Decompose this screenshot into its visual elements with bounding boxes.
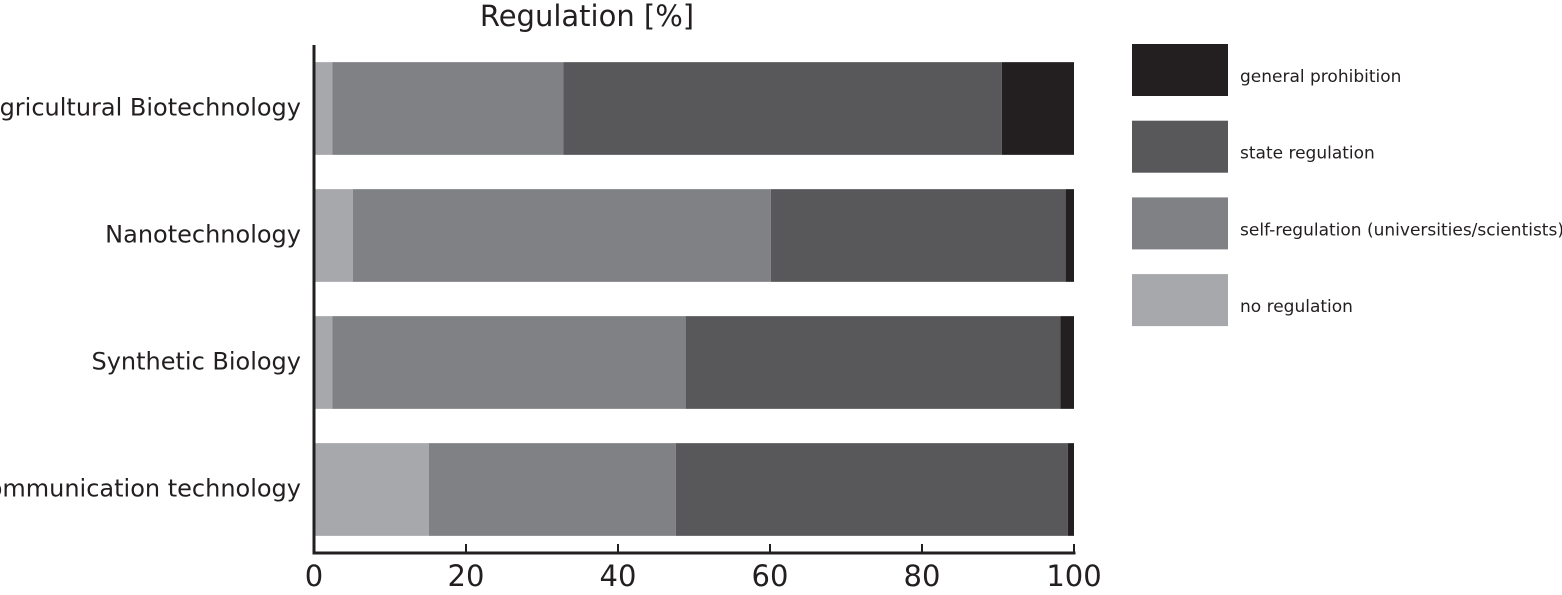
x-tick-label: 40	[600, 559, 637, 593]
bar-segment	[352, 189, 771, 282]
bar-segment	[314, 443, 429, 536]
bar-segment	[1001, 62, 1074, 155]
x-tick-label: 80	[904, 559, 941, 593]
bar-segment	[314, 316, 333, 409]
bar-segment	[770, 189, 1066, 282]
legend-swatch	[1132, 197, 1228, 250]
y-tick-label: Nanotechnology	[105, 221, 301, 249]
bar-segment	[428, 443, 676, 536]
bar-segment	[675, 443, 1068, 536]
x-tick-label: 0	[305, 559, 323, 593]
legend-label: state regulation	[1240, 144, 1375, 164]
bar-segment	[685, 316, 1061, 409]
bar-segment	[332, 62, 564, 155]
y-tick-label: Communication technology	[0, 475, 301, 503]
bar-segment	[1060, 316, 1074, 409]
legend-swatch	[1132, 44, 1228, 96]
legend-label: general prohibition	[1240, 67, 1401, 87]
x-tick-label: 60	[752, 559, 789, 593]
bar-segment	[314, 189, 353, 282]
y-tick-label: Synthetic Biology	[91, 348, 301, 376]
bar-segment	[563, 62, 1002, 155]
bar-segment	[1065, 189, 1074, 282]
chart-title: Regulation [%]	[480, 0, 694, 33]
bar-segment	[1067, 443, 1074, 536]
x-tick-label: 20	[448, 559, 485, 593]
legend-swatch	[1132, 274, 1228, 327]
legend-label: self-regulation (universities/scientists…	[1240, 220, 1562, 240]
legend-label: no regulation	[1240, 297, 1353, 317]
bar-segment	[332, 316, 686, 409]
x-tick-label: 100	[1046, 559, 1101, 593]
bar-segment	[314, 62, 333, 155]
legend-swatch	[1132, 120, 1228, 173]
y-tick-label: Agricultural Biotechnology	[0, 94, 301, 122]
